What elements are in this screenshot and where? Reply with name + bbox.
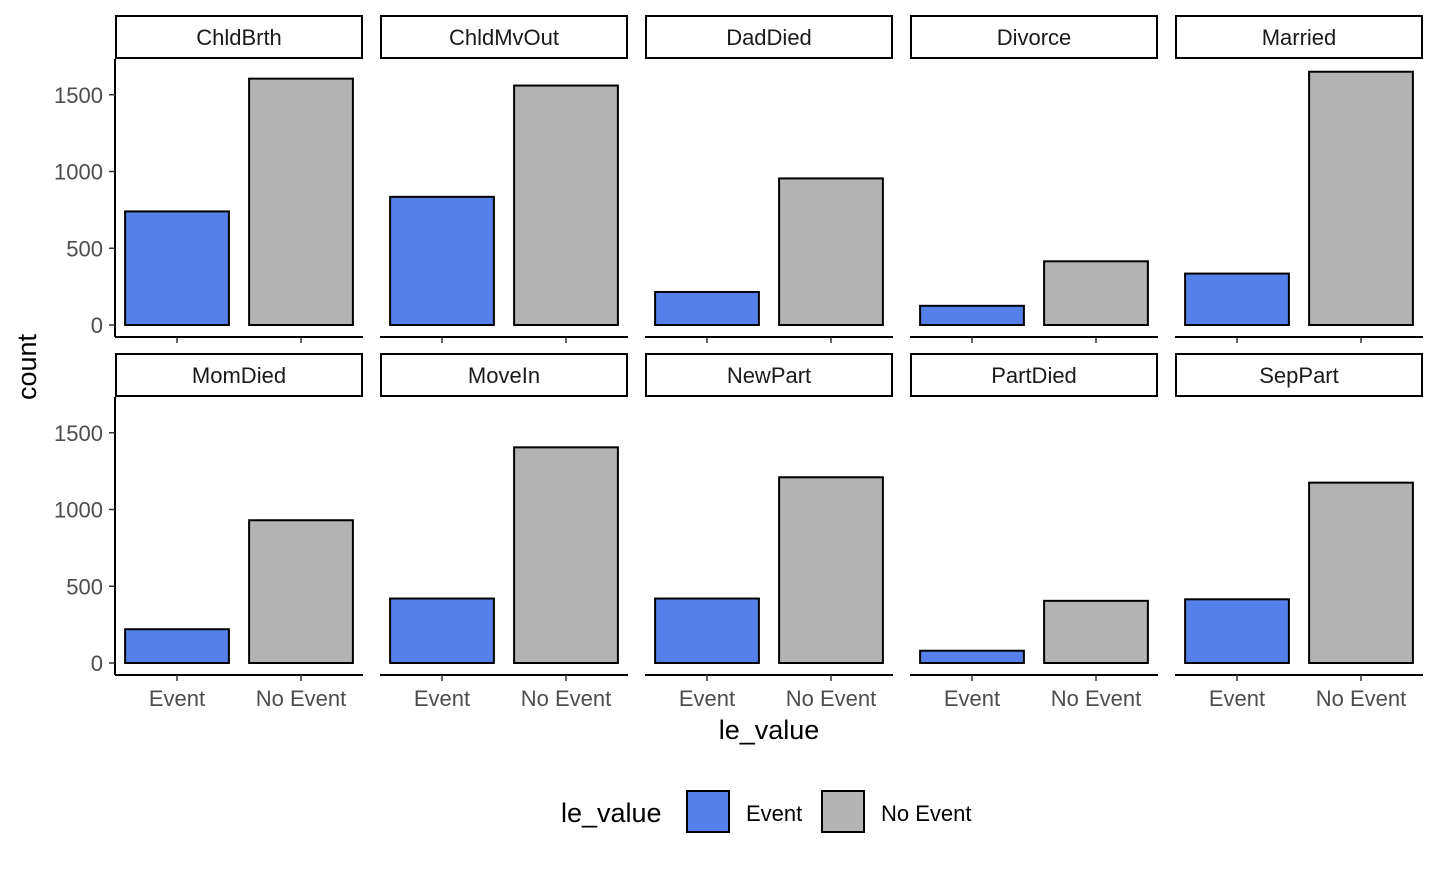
x-tick-label-no-event: No Event: [1316, 686, 1407, 711]
y-tick-label: 1500: [54, 83, 103, 108]
facet-newpart: NewPart: [645, 353, 893, 681]
facet-strip: [115, 353, 363, 397]
bar-chldmvout-event: [389, 195, 495, 326]
facet-strip-label: PartDied: [991, 363, 1077, 388]
facet-strip-label: Married: [1262, 25, 1337, 50]
y-tick-label: 0: [91, 651, 103, 676]
y-tick-label: 500: [66, 236, 103, 261]
bar-divorce-no-event: [1043, 260, 1149, 327]
legend-key-event: [686, 790, 730, 833]
legend-label-event: Event: [746, 801, 802, 826]
facet-partdied: PartDied: [910, 353, 1158, 681]
facet-chldbrth: ChldBrth 0 500 1000 1500: [54, 15, 363, 343]
bar-partdied-no-event: [1043, 599, 1149, 665]
x-tick-label-no-event: No Event: [1051, 686, 1142, 711]
facet-strip: [1175, 15, 1423, 59]
facet-movein: MoveIn: [380, 353, 628, 681]
y-tick-label: 0: [91, 313, 103, 338]
facet-strip: [1175, 353, 1423, 397]
legend: le_value Event No Event: [561, 790, 972, 833]
facet-strip-label: ChldMvOut: [449, 25, 559, 50]
facet-strip: [115, 15, 363, 59]
x-tick-label-no-event: No Event: [256, 686, 347, 711]
bar-newpart-no-event: [778, 476, 884, 665]
facet-strip-label: NewPart: [727, 363, 811, 388]
bar-movein-no-event: [513, 446, 619, 665]
x-tick-label-event: Event: [149, 686, 205, 711]
x-tick-label-event: Event: [944, 686, 1000, 711]
bar-daddied-no-event: [778, 177, 884, 326]
facet-married: Married: [1175, 15, 1423, 343]
facet-strip: [645, 15, 893, 59]
facet-seppart: SepPart: [1175, 353, 1423, 681]
facet-strip-label: MoveIn: [468, 363, 540, 388]
bar-seppart-event: [1184, 598, 1290, 664]
bar-seppart-no-event: [1308, 481, 1414, 664]
facet-daddied: DadDied: [645, 15, 893, 343]
x-tick-label-no-event: No Event: [786, 686, 877, 711]
bar-chldmvout-no-event: [513, 84, 619, 326]
bar-married-event: [1184, 272, 1290, 326]
bar-momdied-no-event: [248, 519, 354, 664]
legend-label-no-event: No Event: [881, 801, 972, 826]
y-tick-label: 1000: [54, 498, 103, 523]
legend-title: le_value: [561, 798, 662, 828]
facet-strip: [645, 353, 893, 397]
bar-newpart-event: [654, 597, 760, 665]
facet-strip-label: ChldBrth: [196, 25, 282, 50]
bar-movein-event: [389, 597, 495, 665]
bar-momdied-event: [124, 628, 230, 664]
legend-key-no-event: [821, 790, 865, 833]
facet-strip: [380, 353, 628, 397]
x-tick-label-event: Event: [679, 686, 735, 711]
facet-strip-label: DadDied: [726, 25, 812, 50]
y-tick-label: 1500: [54, 421, 103, 446]
y-tick-label: 500: [66, 574, 103, 599]
facet-chldmvout: ChldMvOut: [380, 15, 628, 343]
bar-chldbrth-event: [124, 210, 230, 327]
facet-divorce: Divorce: [910, 15, 1158, 343]
bar-partdied-event: [919, 649, 1025, 665]
facet-strip-label: MomDied: [192, 363, 286, 388]
facet-strip-label: Divorce: [997, 25, 1072, 50]
y-tick-label: 1000: [54, 160, 103, 185]
bar-chldbrth-no-event: [248, 77, 354, 326]
x-axis-title: le_value: [719, 715, 820, 745]
x-tick-label-event: Event: [1209, 686, 1265, 711]
facet-strip: [380, 15, 628, 59]
y-axis-title: count: [12, 333, 42, 400]
x-tick-label-no-event: No Event: [521, 686, 612, 711]
bar-married-no-event: [1308, 70, 1414, 326]
facet-strip-label: SepPart: [1259, 363, 1339, 388]
facet-strip: [910, 15, 1158, 59]
bar-daddied-event: [654, 291, 760, 326]
x-tick-label-event: Event: [414, 686, 470, 711]
facet-strip: [910, 353, 1158, 397]
bar-divorce-event: [919, 304, 1025, 327]
facet-momdied: MomDied 0 500 1000 1500: [54, 353, 363, 681]
